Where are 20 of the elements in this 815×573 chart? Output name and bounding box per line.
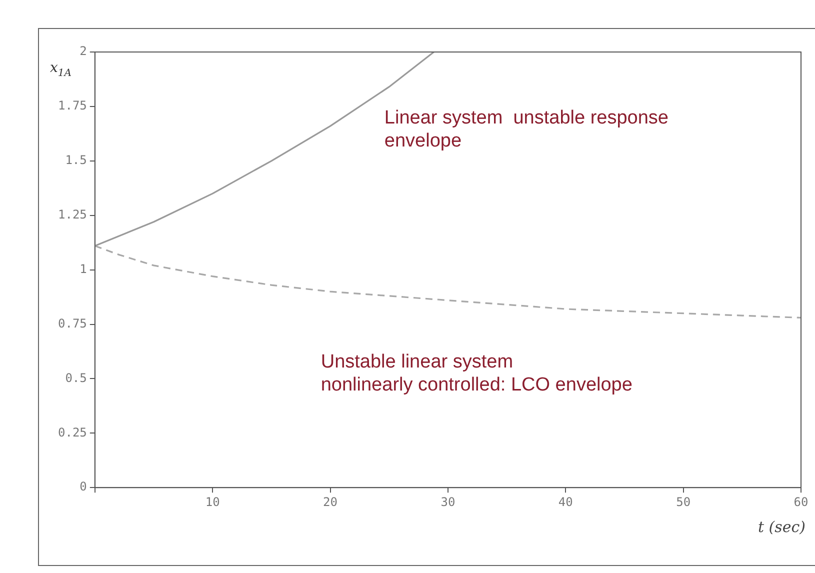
y-tick-label: 1.75	[58, 98, 87, 113]
x-tick-label: 40	[558, 494, 573, 509]
y-tick-label: 0.5	[65, 370, 87, 385]
x-axis-title: t (sec)	[758, 518, 806, 536]
y-tick-label: 0.75	[58, 316, 87, 330]
y-tick-label: 1.5	[65, 153, 87, 168]
annotation: Unstable linear system nonlinearly controlled: LCO envelope	[320, 351, 632, 396]
x-tick-label: 50	[676, 494, 691, 509]
y-tick-label: 1	[80, 262, 87, 276]
y-tick-label: 0	[80, 480, 87, 494]
x-tick-label: 20	[323, 494, 338, 509]
y-tick-label: 2	[80, 44, 87, 58]
x-tick-label: 30	[440, 494, 456, 509]
x-tick-label: 60	[794, 494, 808, 509]
x-tick-label: 10	[205, 494, 220, 509]
line-series	[94, 245, 801, 319]
y-tick-label: 1.25	[58, 207, 87, 222]
annotation: Linear system unstable response envelope	[384, 107, 669, 152]
y-axis-title: x$_{1A}$	[50, 60, 72, 79]
y-tick-label: 0.25	[58, 425, 87, 440]
